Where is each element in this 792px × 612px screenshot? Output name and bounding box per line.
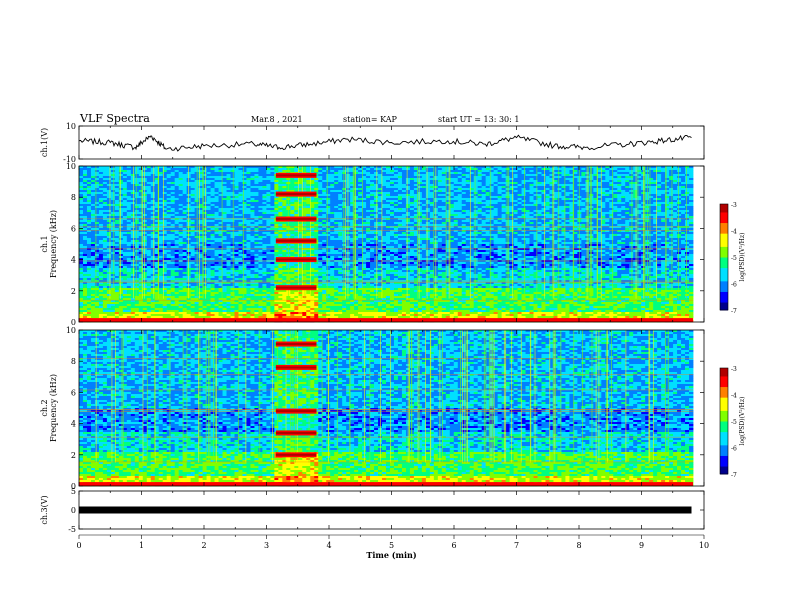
ch1-waveform-tick-label: 10 (66, 122, 76, 131)
ch1-spectrogram (79, 166, 693, 322)
ch1-waveform-line (79, 135, 692, 151)
ch1-waveform-ylabel: ch.1(V) (40, 128, 49, 157)
vlf-figure: 10-10ch.1(V)0246810ch.1 Frequency (kHz)-3… (0, 0, 792, 612)
